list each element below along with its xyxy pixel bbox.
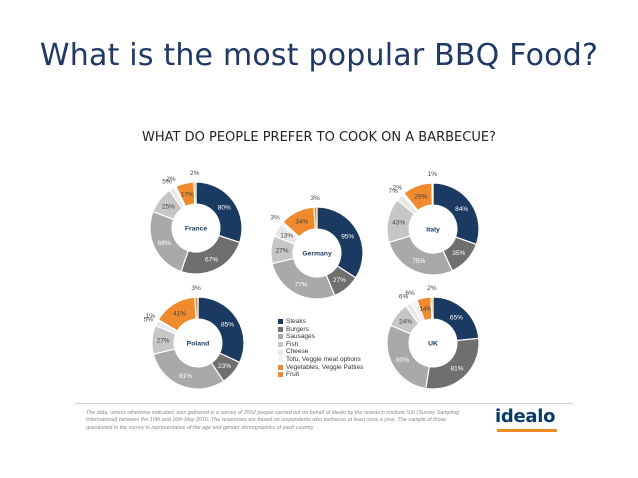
survey-footnote: The data, unless otherwise indicated, wa… bbox=[86, 410, 460, 431]
data-label-uk-vegetables-veggie-patties: 14% bbox=[419, 306, 432, 313]
slice-poland-fruit bbox=[194, 296, 199, 320]
data-label-uk-fish: 24% bbox=[399, 319, 412, 326]
data-label-italy-sausages: 75% bbox=[412, 258, 425, 265]
country-label-france: France bbox=[185, 226, 208, 233]
data-label-germany-vegetables-veggie-patties: 34% bbox=[295, 219, 308, 226]
legend-label: Vegetables, Veggie Patties bbox=[286, 363, 364, 371]
data-label-uk-tofu-veggie-meat-options: 6% bbox=[405, 290, 415, 297]
chart-legend: Steaks Burgers Sausages Fish Cheese Tofu, Veg… bbox=[278, 318, 363, 379]
legend-label: Steaks bbox=[286, 318, 306, 325]
data-label-poland-tofu-veggie-meat-options: 1% bbox=[146, 313, 156, 320]
country-label-germany: Germany bbox=[302, 251, 332, 258]
data-label-uk-cheese: 6% bbox=[399, 294, 409, 301]
slice-france-fruit bbox=[193, 181, 197, 205]
data-label-france-vegetables-veggie-patties: 17% bbox=[181, 191, 194, 198]
data-label-germany-fruit: 3% bbox=[310, 195, 320, 202]
slice-france-burgers bbox=[180, 234, 241, 275]
slice-italy-fruit bbox=[431, 182, 434, 206]
legend-label: Fish bbox=[286, 340, 299, 348]
data-label-germany-fish: 27% bbox=[276, 248, 289, 255]
data-label-italy-cheese: 7% bbox=[388, 188, 398, 195]
legend-item-fish: Fish bbox=[278, 341, 363, 349]
idealo-logo-underline bbox=[497, 429, 557, 432]
legend-item-cheese: Cheese bbox=[278, 348, 363, 356]
slice-france-steaks bbox=[195, 181, 243, 244]
slice-italy-sausages bbox=[388, 235, 454, 276]
country-label-poland: Poland bbox=[187, 341, 210, 348]
legend-swatch bbox=[278, 349, 283, 355]
legend-swatch bbox=[278, 357, 283, 363]
legend-swatch bbox=[278, 364, 283, 370]
data-label-uk-steaks: 65% bbox=[450, 314, 463, 321]
slice-poland-sausages bbox=[152, 348, 225, 390]
data-label-poland-sausages: 81% bbox=[179, 373, 192, 380]
legend-item-fruit: Fruit bbox=[278, 371, 363, 379]
data-label-germany-burgers: 27% bbox=[333, 277, 346, 284]
legend-swatch bbox=[278, 342, 283, 348]
data-label-italy-tofu-veggie-meat-options: 2% bbox=[393, 184, 403, 191]
chart-title: WHAT DO PEOPLE PREFER TO COOK ON A BARBE… bbox=[142, 130, 496, 145]
legend-label: Sausages bbox=[286, 333, 315, 341]
legend-swatch bbox=[278, 372, 283, 378]
legend-label: Cheese bbox=[286, 348, 309, 356]
slice-germany-fruit bbox=[313, 206, 318, 230]
slide-title: What is the most popular BBQ Food? bbox=[39, 38, 599, 73]
data-label-france-fish: 25% bbox=[162, 204, 175, 211]
donut-france: 80%67%68%25%5%2%17%2%France bbox=[149, 170, 243, 275]
data-label-italy-fish: 43% bbox=[392, 220, 405, 227]
data-label-poland-burgers: 23% bbox=[218, 363, 231, 370]
idealo-logo: idealo bbox=[495, 406, 556, 427]
legend-label: Burgers bbox=[286, 325, 309, 333]
legend-item-burgers: Burgers bbox=[278, 326, 363, 334]
data-label-germany-cheese: 13% bbox=[280, 233, 293, 240]
data-label-france-tofu-veggie-meat-options: 2% bbox=[166, 176, 176, 183]
data-label-france-burgers: 67% bbox=[205, 257, 218, 264]
data-label-italy-burgers: 35% bbox=[452, 250, 465, 257]
slice-uk-fruit bbox=[430, 296, 434, 320]
data-label-uk-burgers: 81% bbox=[450, 366, 463, 373]
data-label-italy-steaks: 84% bbox=[455, 206, 468, 213]
donut-poland: 85% 23% 81% 27% 5%1% 41% 3% Poland bbox=[144, 285, 245, 390]
legend-item-steaks: Steaks bbox=[278, 318, 363, 326]
data-label-germany-sausages: 77% bbox=[295, 281, 308, 288]
slice-poland-steaks bbox=[197, 296, 245, 364]
donut-germany: 95% 27% 77% 27% 13% 3% 34% 3% Germany bbox=[270, 195, 364, 300]
data-label-poland-fruit: 3% bbox=[191, 285, 201, 292]
data-label-poland-cheese: 5% bbox=[144, 316, 154, 323]
footer-divider bbox=[75, 403, 573, 404]
legend-label: Tofu, Veggie meat options bbox=[286, 355, 361, 363]
data-label-poland-steaks: 85% bbox=[221, 321, 234, 328]
legend-item-tofu-veggie-meat-options: Tofu, Veggie meat options bbox=[278, 356, 363, 364]
slice-germany-steaks bbox=[316, 206, 364, 279]
data-label-uk-sausages: 80% bbox=[396, 357, 409, 364]
data-label-germany-steaks: 95% bbox=[341, 233, 354, 240]
data-label-italy-fruit: 1% bbox=[428, 171, 438, 178]
data-label-france-steaks: 80% bbox=[218, 205, 231, 212]
slice-italy-steaks bbox=[432, 182, 480, 246]
donut-italy: 84% 35% 75% 43% 7%2% 29% 1% Italy bbox=[386, 171, 480, 276]
data-label-italy-vegetables-veggie-patties: 29% bbox=[414, 193, 427, 200]
country-label-italy: Italy bbox=[426, 227, 440, 234]
legend-label: Fruit bbox=[286, 371, 299, 379]
country-label-uk: UK bbox=[428, 341, 438, 348]
data-label-uk-fruit: 2% bbox=[427, 285, 437, 292]
legend-item-sausages: Sausages bbox=[278, 333, 363, 341]
data-label-france-fruit: 2% bbox=[190, 170, 200, 177]
slice-germany-sausages bbox=[271, 257, 336, 300]
data-label-france-cheese: 5% bbox=[162, 179, 172, 186]
legend-swatch bbox=[278, 319, 283, 325]
data-label-france-sausages: 68% bbox=[158, 240, 171, 247]
legend-item-vegetables-veggie-patties: Vegetables, Veggie Patties bbox=[278, 364, 363, 372]
legend-swatch bbox=[278, 326, 283, 332]
data-label-poland-fish: 27% bbox=[157, 338, 170, 345]
legend-swatch bbox=[278, 334, 283, 340]
data-label-poland-vegetables-veggie-patties: 41% bbox=[173, 311, 186, 318]
donut-uk: 65% 81% 80% 24% 6%6% 14% 2% UK bbox=[386, 285, 480, 390]
data-label-germany-tofu-veggie-meat-options: 3% bbox=[270, 215, 280, 222]
